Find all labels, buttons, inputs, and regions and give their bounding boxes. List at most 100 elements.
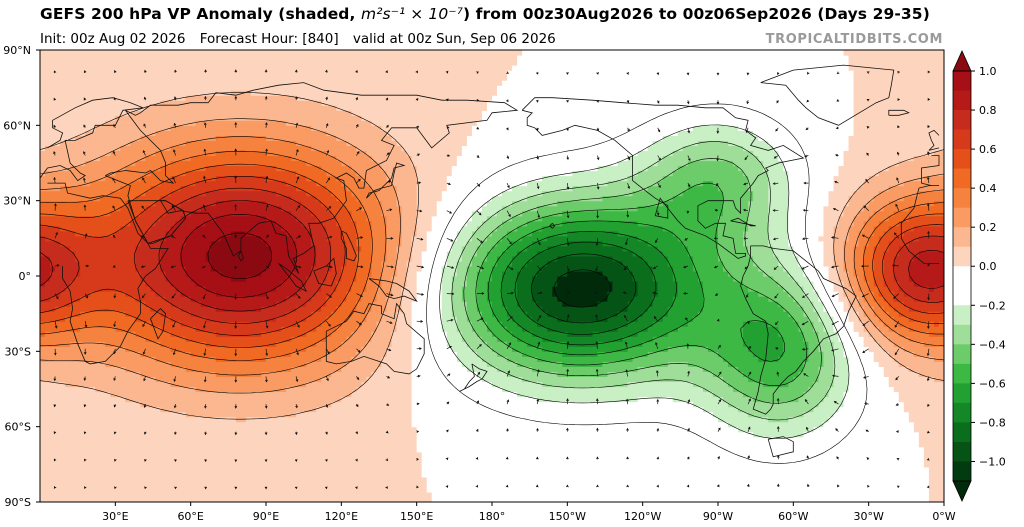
coastline-madagascar	[150, 308, 167, 340]
lat-tick-label: 60°N	[3, 119, 31, 132]
contour-line	[40, 150, 944, 361]
colorbar-tick-label: −0.2	[979, 299, 1006, 312]
colorbar-bin	[953, 422, 971, 443]
colorbar-bin	[953, 246, 971, 267]
contour-line	[514, 241, 657, 335]
contour-line	[531, 253, 637, 324]
colorbar-bin	[953, 402, 971, 423]
colorbar-bin	[953, 149, 971, 170]
colorbar-tick-label: −1.0	[979, 455, 1006, 468]
contour-line	[426, 103, 868, 464]
contour-line	[207, 232, 273, 279]
lat-tick-label: 90°N	[3, 44, 31, 57]
lon-tick-label: 0°W	[932, 510, 955, 523]
colorbar-tick-label: 0.4	[979, 182, 997, 195]
contour-line	[40, 176, 944, 336]
colorbar-bin	[953, 227, 971, 248]
coastline-antarctic-peninsula	[767, 436, 794, 458]
shaded-field	[40, 50, 944, 502]
coastline-asia	[105, 82, 519, 274]
lon-tick-label: 60°W	[778, 510, 808, 523]
colorbar-bin	[953, 168, 971, 189]
contour-lines	[40, 92, 944, 464]
lon-tick-label: 150°E	[400, 510, 433, 523]
lon-tick-label: 150°W	[549, 510, 586, 523]
colorbar-bin	[953, 305, 971, 326]
colorbar-bin	[953, 207, 971, 228]
title-units: m²s⁻¹ × 10⁻⁷	[361, 5, 463, 23]
contour-line	[40, 163, 944, 348]
contour-line	[463, 158, 822, 404]
colorbar-bin	[953, 363, 971, 384]
colorbar-tick-label: 0.6	[979, 143, 997, 156]
init-time: Init: 00z Aug 02 2026	[40, 31, 186, 47]
title-suffix: ) from 00z30Aug2026 to 00z06Sep2026 (Day…	[462, 5, 930, 23]
chart-subtitle: Init: 00z Aug 02 2026 Forecast Hour: [84…	[40, 31, 566, 47]
colorbar-bin	[953, 344, 971, 365]
coastline-south-america	[740, 245, 857, 415]
colorbar-bin	[953, 266, 971, 287]
colorbar-bin	[953, 441, 971, 462]
colorbar-bin	[953, 110, 971, 130]
contour-line	[40, 187, 944, 324]
contour-line	[451, 141, 836, 421]
coastline-uk	[928, 129, 940, 151]
coastline-arabia	[127, 200, 187, 244]
contour-line	[40, 136, 944, 376]
lon-tick-label: 90°E	[253, 510, 279, 523]
colorbar-tick-label: 0.2	[979, 221, 997, 234]
colorbar-tick-label: 0.0	[979, 260, 997, 273]
coastline-north-america	[521, 97, 805, 259]
colorbar-tick-label: −0.4	[979, 338, 1006, 351]
lon-tick-label: 90°W	[703, 510, 733, 523]
lat-tick-label: 60°S	[5, 421, 31, 434]
coastline-india-lanka	[237, 250, 244, 262]
coastline-greenland	[760, 64, 895, 126]
coastline-africa	[47, 182, 939, 365]
colorbar-bin	[953, 383, 971, 404]
coastline-hawaii	[549, 222, 556, 229]
latitude-axis: 90°N 60°N 30°N 0° 30°S 60°S 90°S	[3, 44, 40, 509]
vector-arrows	[53, 69, 931, 490]
colorbar-bin	[953, 188, 971, 209]
coastlines	[40, 64, 940, 458]
coastline-japan	[366, 162, 406, 199]
colorbar-tick-label: 1.0	[979, 65, 997, 78]
colorbar-frame	[952, 70, 972, 482]
coastline-australia	[325, 302, 425, 375]
longitude-axis: 30°E 60°E 90°E 120°E 150°E 180° 150°W 120°W 90°W…	[102, 502, 956, 523]
contour-line	[500, 231, 677, 346]
coastline-philippines	[340, 230, 357, 262]
contour-line	[180, 214, 298, 298]
contour-line	[553, 269, 611, 308]
colorbar-bin	[953, 285, 971, 306]
colorbar-tick-label: 0.8	[979, 104, 997, 117]
chart-title: GEFS 200 hPa VP Anomaly (shaded, m²s⁻¹ ×…	[40, 5, 930, 23]
colorbar-bin	[953, 90, 971, 111]
colorbar-bin	[953, 461, 971, 482]
coastline-europe	[40, 97, 940, 186]
coastline-cuba	[730, 217, 756, 227]
title-prefix: GEFS 200 hPa VP Anomaly (shaded,	[40, 5, 356, 23]
colorbar-tick-label: −0.8	[979, 416, 1006, 429]
divergent-wind-vectors	[53, 69, 931, 490]
coastline-sumatra	[278, 263, 308, 292]
lat-tick-label: 30°S	[5, 345, 31, 358]
lat-tick-label: 90°S	[5, 496, 31, 509]
forecast-hour: Forecast Hour: [840]	[199, 31, 339, 47]
colorbar: 1.0 0.8 0.6 0.4 0.2 0.0 −0.2 −0.4 −0.6 −0.8 −1.0	[952, 50, 1006, 502]
contour-line	[475, 182, 808, 386]
lon-tick-label: 120°W	[624, 510, 661, 523]
colorbar-extend-max	[952, 50, 972, 72]
lon-tick-label: 30°W	[853, 510, 883, 523]
lat-tick-label: 0°	[19, 270, 32, 283]
colorbar-tick-label: −0.6	[979, 377, 1006, 390]
lon-tick-label: 120°E	[325, 510, 358, 523]
colorbar-bin	[953, 129, 971, 150]
lat-tick-label: 30°N	[3, 195, 31, 208]
valid-time: valid at 00z Sun, Sep 06 2026	[352, 31, 556, 47]
colorbar-bin	[953, 324, 971, 345]
contour-line	[439, 124, 850, 439]
colorbar-bin	[953, 71, 971, 91]
